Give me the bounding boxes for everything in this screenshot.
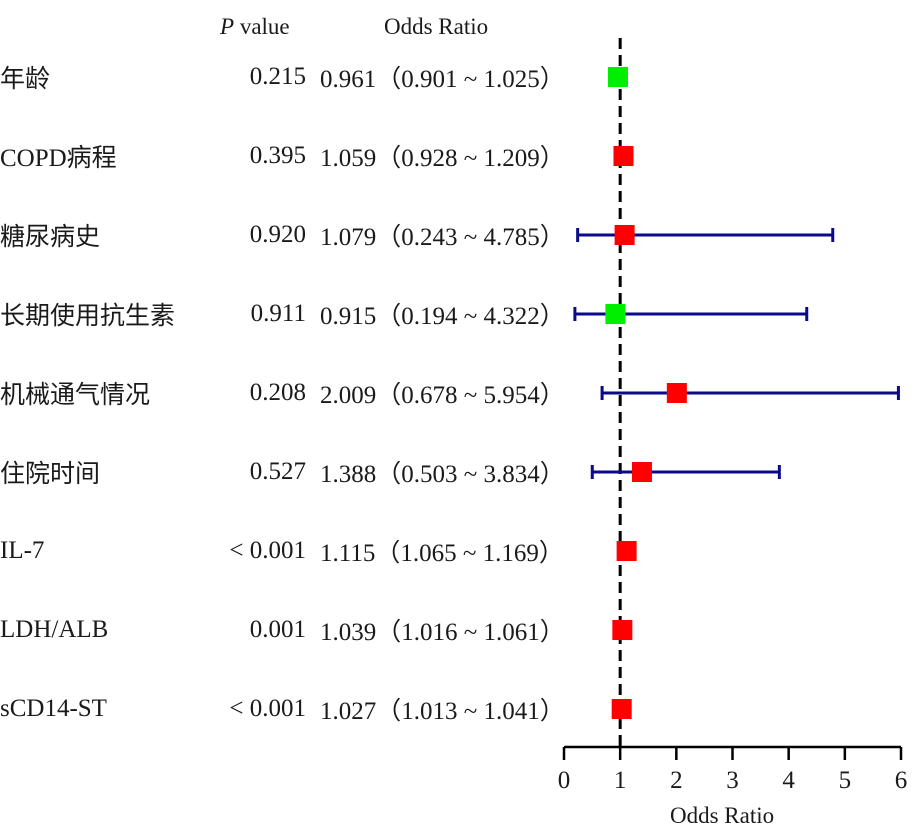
row-p-value: 0.527 — [249, 458, 306, 485]
row-label: 长期使用抗生素 — [0, 303, 176, 330]
or-marker — [607, 67, 628, 87]
row-odds-ratio: 1.079（0.243 ~ 4.785） — [320, 224, 565, 251]
x-tick-label: 6 — [895, 767, 908, 794]
row-p-value: 0.215 — [249, 63, 306, 90]
x-tick-label: 5 — [839, 767, 852, 794]
row-label: LDH/ALB — [0, 616, 109, 643]
row-p-value: 0.001 — [249, 616, 306, 643]
row-odds-ratio: 1.059（0.928 ~ 1.209） — [320, 145, 565, 172]
row-label: 机械通气情况 — [0, 382, 151, 409]
x-tick-label: 0 — [558, 767, 571, 794]
or-marker — [666, 383, 687, 403]
x-axis-title: Odds Ratio — [670, 803, 775, 828]
row-p-value: 0.911 — [250, 300, 306, 327]
or-marker — [614, 225, 635, 245]
or-marker — [605, 304, 626, 324]
x-tick-label: 2 — [670, 767, 683, 794]
or-marker — [613, 146, 634, 166]
row-p-value: 0.395 — [249, 142, 306, 169]
row-odds-ratio: 1.115（1.065 ~ 1.169） — [320, 540, 564, 567]
row-odds-ratio: 0.961（0.901 ~ 1.025） — [320, 66, 565, 93]
row-p-value: < 0.001 — [229, 695, 306, 722]
x-tick-label: 1 — [614, 767, 627, 794]
row-label: sCD14-ST — [0, 695, 107, 722]
or-marker — [612, 620, 633, 640]
or-marker — [616, 541, 637, 561]
odds-ratio-header: Odds Ratio — [384, 14, 489, 39]
x-tick-label: 3 — [726, 767, 739, 794]
row-p-value: 0.920 — [249, 221, 306, 248]
row-odds-ratio: 1.039（1.016 ~ 1.061） — [320, 619, 565, 646]
row-odds-ratio: 2.009（0.678 ~ 5.954） — [320, 382, 565, 409]
or-marker — [611, 699, 632, 719]
row-p-value: 0.208 — [249, 379, 306, 406]
row-label: 年龄 — [0, 66, 51, 93]
p-italic: P — [220, 14, 235, 39]
p-rest: value — [234, 14, 290, 39]
row-label: COPD病程 — [0, 145, 117, 172]
row-odds-ratio: 0.915（0.194 ~ 4.322） — [320, 303, 565, 330]
or-marker — [631, 462, 652, 482]
row-p-value: < 0.001 — [229, 537, 306, 564]
row-odds-ratio: 1.027（1.013 ~ 1.041） — [320, 698, 565, 725]
x-tick-label: 4 — [782, 767, 795, 794]
row-label: 住院时间 — [0, 461, 101, 488]
row-label: 糖尿病史 — [0, 224, 101, 251]
row-label: IL-7 — [0, 537, 45, 564]
p-value-header: P value — [220, 14, 290, 40]
row-odds-ratio: 1.388（0.503 ~ 3.834） — [320, 461, 565, 488]
